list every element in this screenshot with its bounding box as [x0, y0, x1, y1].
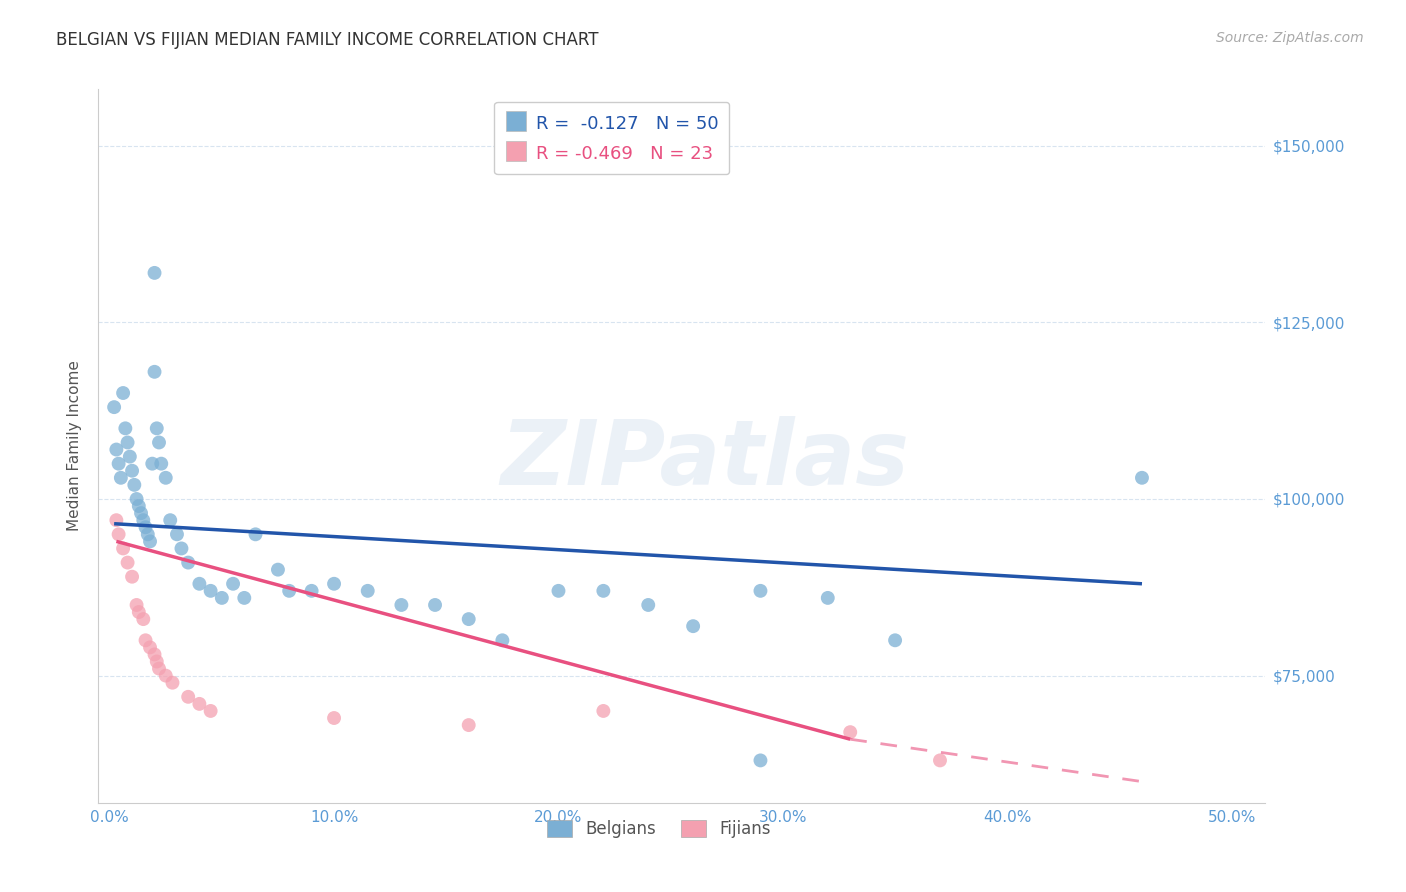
Point — [132, 612, 155, 626]
Point — [423, 598, 446, 612]
Point — [592, 583, 614, 598]
Point — [389, 598, 412, 612]
Point — [118, 450, 141, 464]
Point — [148, 435, 170, 450]
Legend: Belgians, Fijians: Belgians, Fijians — [540, 813, 778, 845]
Point — [124, 478, 146, 492]
Point — [125, 598, 148, 612]
Point — [143, 648, 166, 662]
Point — [278, 583, 301, 598]
Point — [162, 675, 184, 690]
Point — [117, 556, 139, 570]
Point — [148, 662, 170, 676]
Point — [128, 605, 150, 619]
Point — [200, 583, 222, 598]
Point — [547, 583, 569, 598]
Point — [222, 576, 245, 591]
Point — [129, 506, 152, 520]
Point — [114, 421, 136, 435]
Point — [141, 457, 163, 471]
Point — [170, 541, 193, 556]
Point — [139, 640, 162, 655]
Text: BELGIAN VS FIJIAN MEDIAN FAMILY INCOME CORRELATION CHART: BELGIAN VS FIJIAN MEDIAN FAMILY INCOME C… — [56, 31, 599, 49]
Point — [112, 386, 135, 401]
Point — [103, 400, 125, 414]
Point — [457, 612, 479, 626]
Point — [267, 563, 290, 577]
Point — [135, 520, 157, 534]
Point — [637, 598, 659, 612]
Point — [188, 697, 211, 711]
Point — [107, 457, 129, 471]
Point — [245, 527, 267, 541]
Point — [884, 633, 907, 648]
Point — [166, 527, 188, 541]
Point — [121, 570, 143, 584]
Point — [117, 435, 139, 450]
Point — [357, 583, 380, 598]
Point — [1130, 471, 1153, 485]
Point — [155, 668, 177, 682]
Point — [146, 655, 169, 669]
Point — [105, 442, 128, 457]
Point — [592, 704, 614, 718]
Point — [457, 718, 479, 732]
Point — [135, 633, 157, 648]
Point — [125, 491, 148, 506]
Point — [929, 753, 952, 767]
Point — [107, 527, 129, 541]
Text: ZIPatlas: ZIPatlas — [501, 417, 910, 504]
Point — [132, 513, 155, 527]
Point — [749, 583, 772, 598]
Point — [143, 266, 166, 280]
Point — [188, 576, 211, 591]
Point — [146, 421, 169, 435]
Point — [143, 365, 166, 379]
Point — [159, 513, 181, 527]
Point — [139, 534, 162, 549]
Point — [121, 464, 143, 478]
Point — [150, 457, 173, 471]
Text: Source: ZipAtlas.com: Source: ZipAtlas.com — [1216, 31, 1364, 45]
Point — [211, 591, 233, 605]
Point — [491, 633, 513, 648]
Point — [155, 471, 177, 485]
Y-axis label: Median Family Income: Median Family Income — [67, 360, 83, 532]
Point — [839, 725, 862, 739]
Point — [233, 591, 256, 605]
Point — [323, 576, 346, 591]
Point — [817, 591, 839, 605]
Point — [682, 619, 704, 633]
Point — [200, 704, 222, 718]
Point — [301, 583, 323, 598]
Point — [110, 471, 132, 485]
Point — [177, 556, 200, 570]
Point — [136, 527, 159, 541]
Point — [105, 513, 128, 527]
Point — [112, 541, 135, 556]
Point — [177, 690, 200, 704]
Point — [323, 711, 346, 725]
Point — [128, 499, 150, 513]
Point — [749, 753, 772, 767]
